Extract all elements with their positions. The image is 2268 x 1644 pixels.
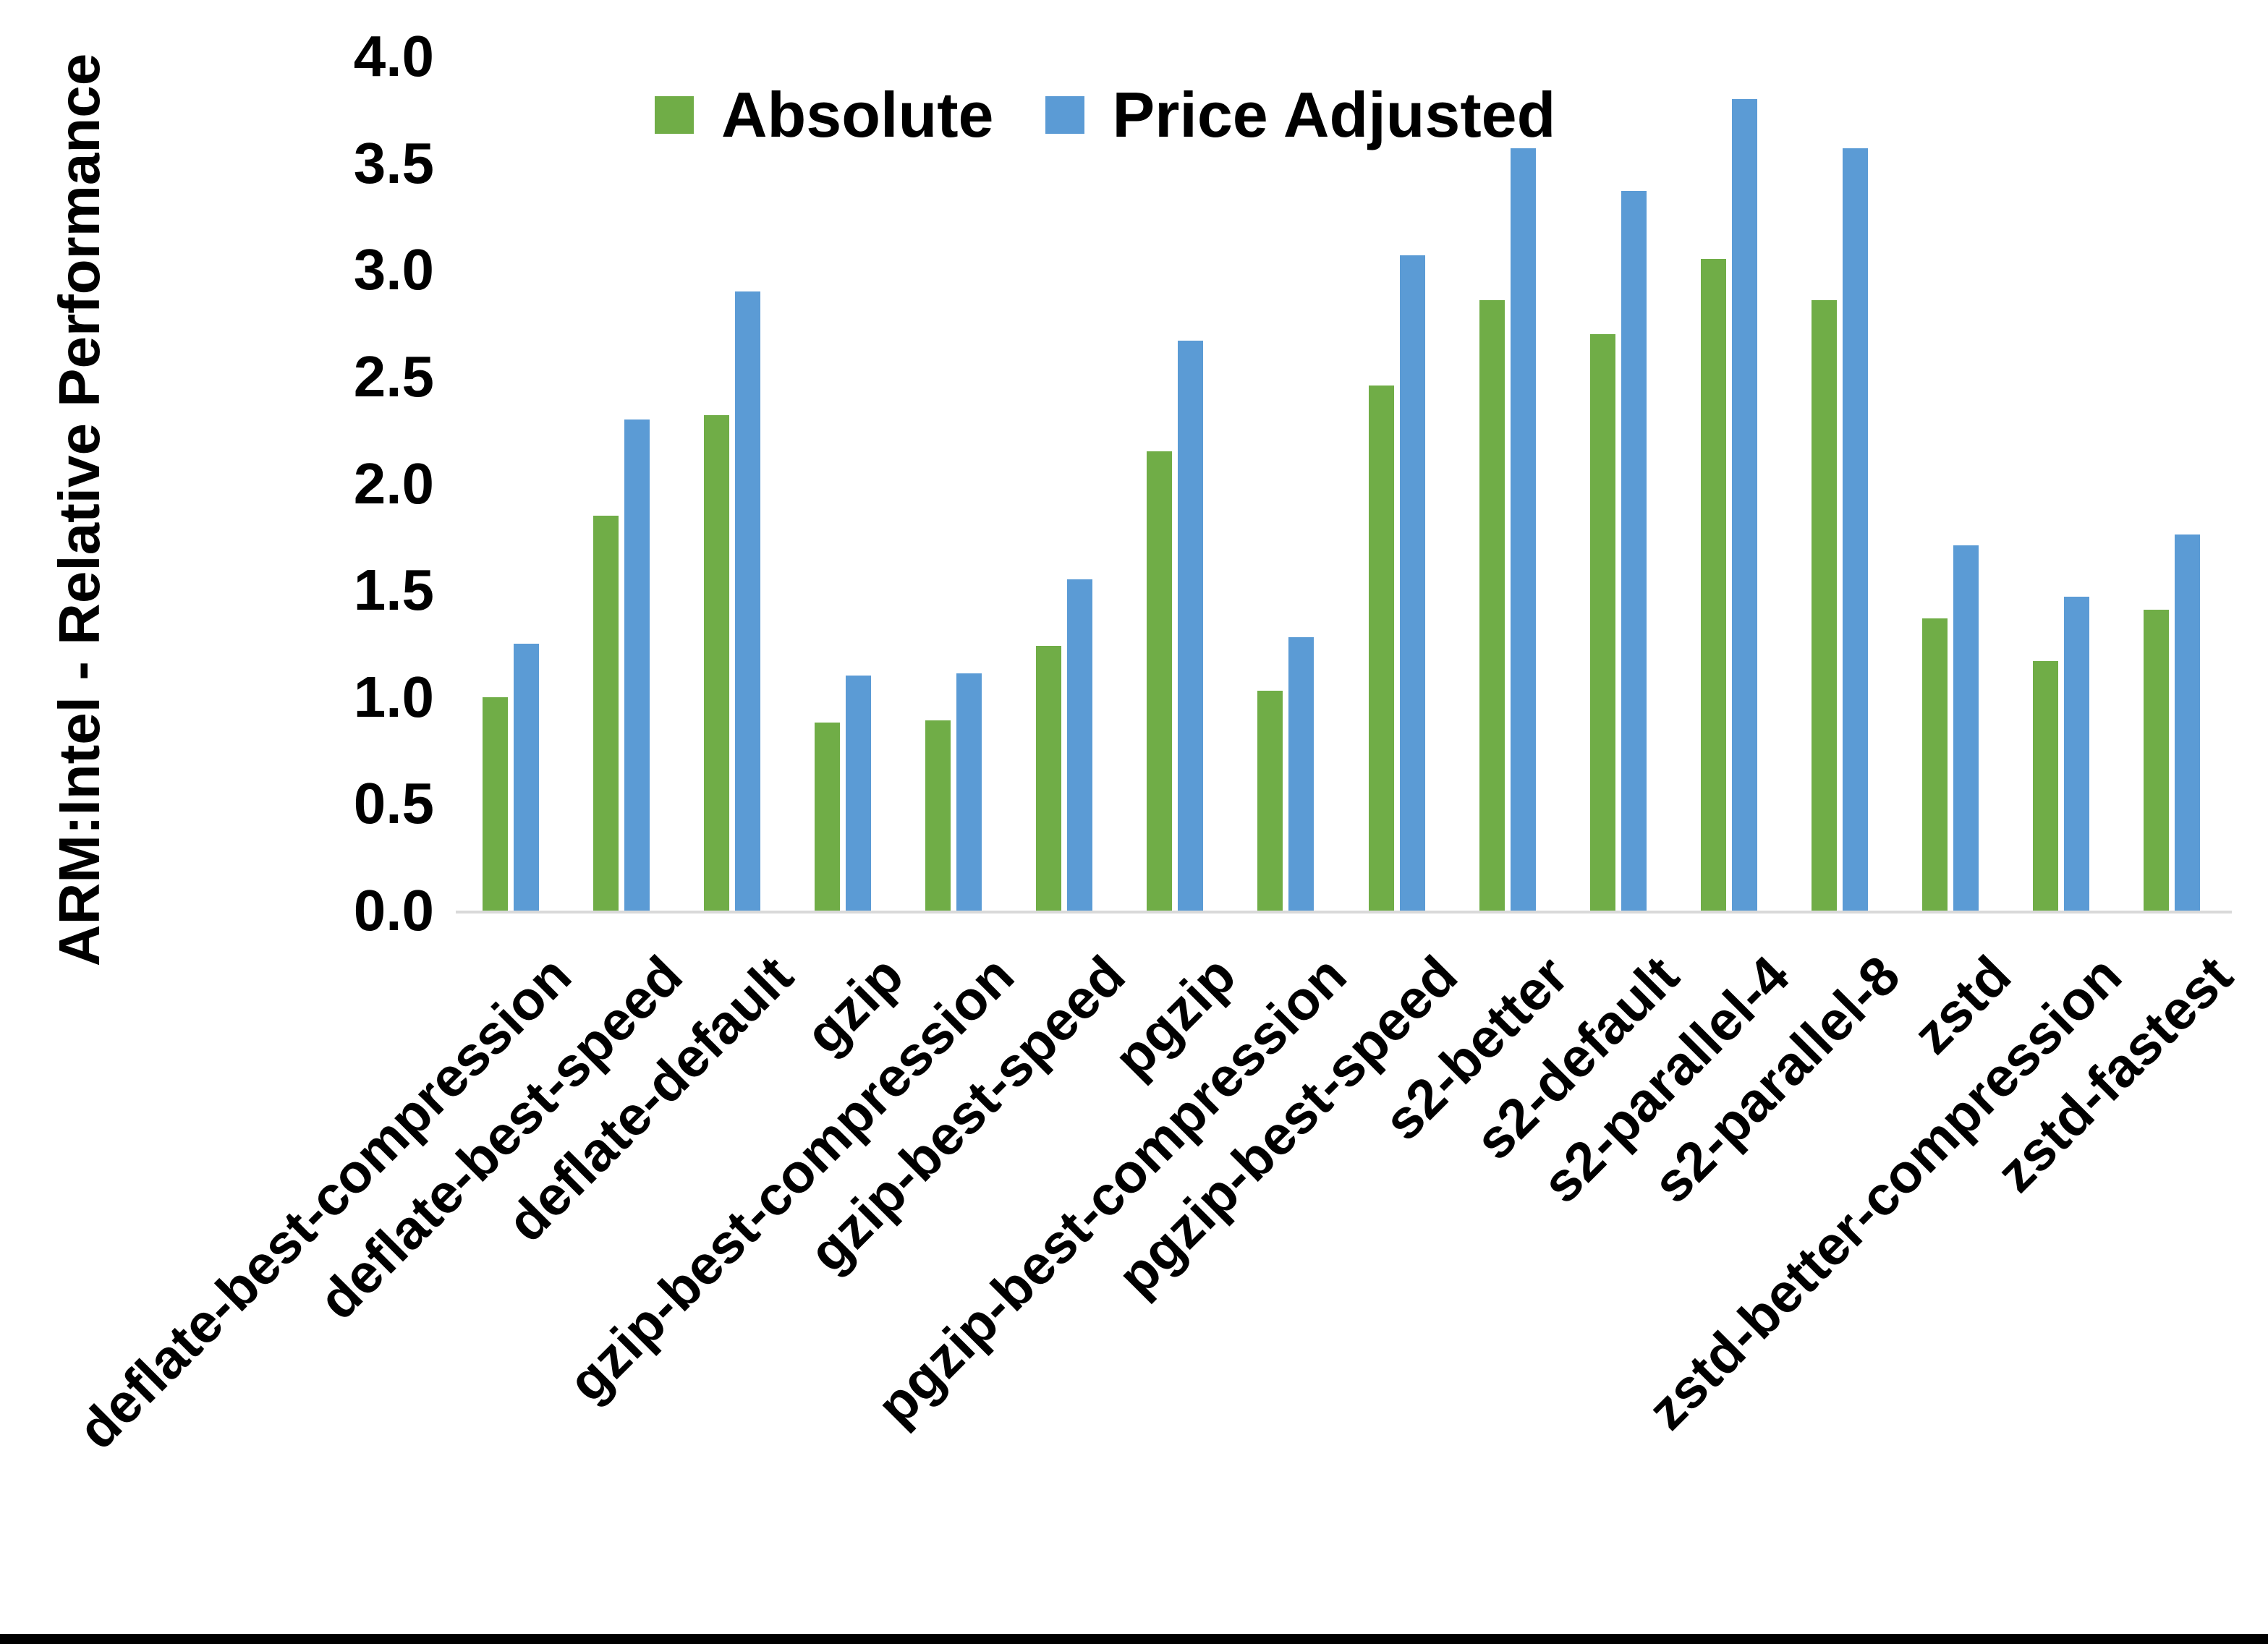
bar-price-adjusted-deflate-default [735, 291, 760, 911]
bar-price-adjusted-pgzip-best-compression [1288, 637, 1314, 911]
bar-absolute-s2-default [1590, 334, 1615, 911]
bar-absolute-deflate-best-compression [483, 697, 508, 911]
bar-absolute-s2-better [1479, 300, 1505, 911]
bar-price-adjusted-deflate-best-speed [624, 419, 650, 911]
y-tick-label: 3.5 [353, 130, 434, 195]
bar-absolute-zstd-fastest [2144, 610, 2169, 911]
bar-absolute-s2-parallel-4 [1701, 259, 1726, 911]
bar-absolute-pgzip-best-compression [1257, 691, 1283, 911]
legend-label-price-adjusted: Price Adjusted [1112, 79, 1556, 150]
bar-absolute-pgzip [1147, 451, 1172, 911]
bar-price-adjusted-pgzip [1178, 341, 1203, 911]
legend: Absolute Price Adjusted [655, 78, 1555, 152]
bar-price-adjusted-s2-better [1511, 148, 1536, 911]
bar-absolute-deflate-best-speed [593, 516, 619, 911]
y-tick-label: 1.0 [353, 664, 434, 729]
bar-absolute-deflate-default [704, 415, 729, 911]
bar-price-adjusted-zstd-better-compression [2064, 597, 2089, 911]
bar-price-adjusted-zstd [1953, 545, 1979, 911]
y-tick-label: 2.5 [353, 344, 434, 409]
bar-price-adjusted-gzip-best-speed [1067, 579, 1092, 911]
bar-absolute-s2-parallel-8 [1812, 300, 1837, 911]
y-tick-label: 2.0 [353, 451, 434, 516]
bottom-border-bar [0, 1634, 2268, 1644]
bar-absolute-pgzip-best-speed [1369, 386, 1394, 911]
bar-price-adjusted-s2-parallel-4 [1732, 99, 1757, 911]
bar-price-adjusted-gzip [846, 676, 871, 911]
legend-item-price-adjusted: Price Adjusted [1045, 78, 1555, 152]
bar-absolute-zstd [1922, 618, 1948, 911]
y-tick-label: 3.0 [353, 237, 434, 302]
bar-price-adjusted-gzip-best-compression [956, 673, 982, 911]
y-tick-label: 0.0 [353, 878, 434, 942]
bar-absolute-gzip-best-speed [1036, 646, 1061, 911]
legend-item-absolute: Absolute [655, 78, 993, 152]
bar-absolute-gzip-best-compression [925, 720, 951, 911]
bar-absolute-zstd-better-compression [2033, 661, 2058, 911]
bar-price-adjusted-s2-default [1621, 191, 1647, 911]
y-tick-label: 0.5 [353, 771, 434, 836]
bar-price-adjusted-s2-parallel-8 [1843, 148, 1868, 911]
y-tick-label: 1.5 [353, 558, 434, 623]
legend-label-absolute: Absolute [721, 79, 994, 150]
y-tick-label: 4.0 [353, 24, 434, 88]
bar-price-adjusted-zstd-fastest [2175, 534, 2200, 911]
bar-absolute-gzip [815, 723, 840, 911]
legend-swatch-absolute [655, 96, 694, 134]
bar-price-adjusted-deflate-best-compression [514, 644, 539, 911]
x-axis-line [456, 911, 2232, 913]
legend-swatch-price-adjusted [1045, 96, 1085, 134]
bar-price-adjusted-pgzip-best-speed [1400, 255, 1425, 911]
